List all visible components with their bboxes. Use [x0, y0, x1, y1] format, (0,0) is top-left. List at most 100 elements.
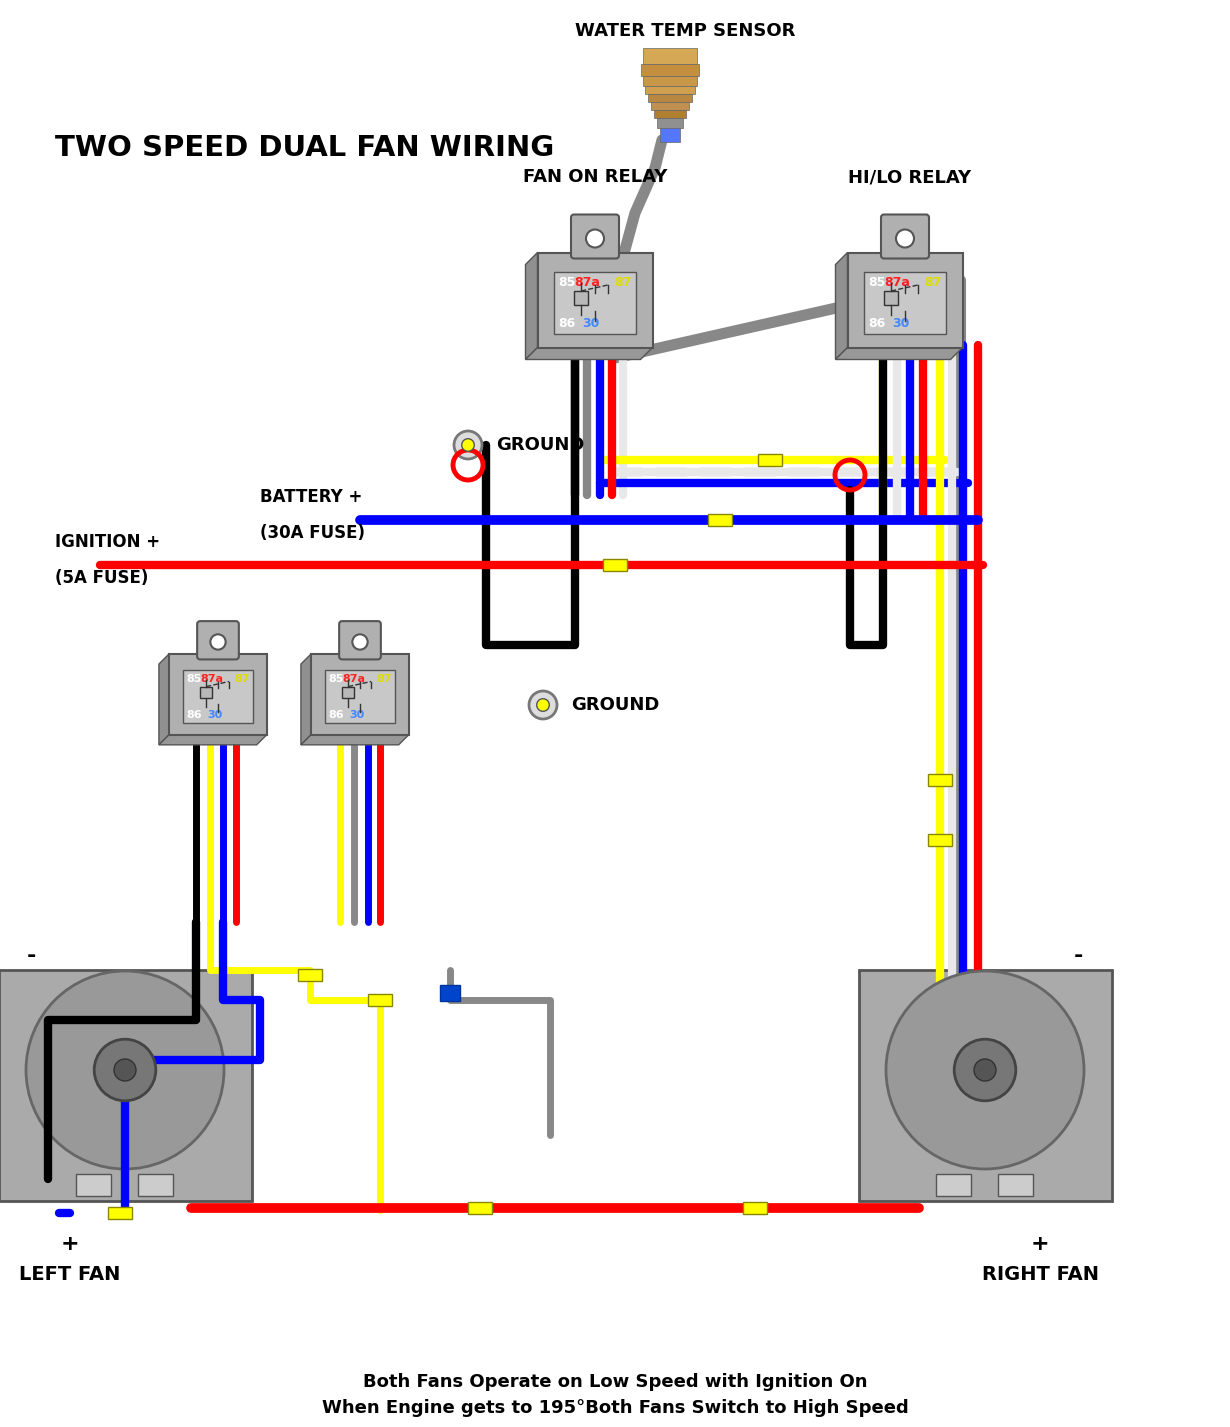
Bar	[884, 291, 898, 305]
FancyBboxPatch shape	[197, 621, 239, 659]
Text: 30: 30	[207, 709, 223, 719]
Text: 86: 86	[328, 709, 344, 719]
Text: 87: 87	[376, 674, 391, 684]
Bar	[999, 1173, 1033, 1196]
Text: Both Fans Operate on Low Speed with Ignition On: Both Fans Operate on Low Speed with Igni…	[363, 1373, 867, 1391]
Bar	[643, 76, 697, 86]
Bar	[0, 970, 251, 1202]
FancyBboxPatch shape	[881, 214, 929, 258]
Polygon shape	[835, 253, 847, 360]
Bar	[863, 273, 946, 334]
Bar	[847, 253, 963, 348]
Bar	[467, 1202, 492, 1214]
Bar	[325, 671, 395, 723]
Text: HI/LO RELAY: HI/LO RELAY	[849, 168, 972, 186]
Bar	[368, 995, 392, 1006]
Text: GROUND: GROUND	[571, 696, 659, 714]
Bar	[708, 514, 732, 527]
Text: +: +	[60, 1234, 79, 1254]
Text: 86: 86	[558, 317, 576, 330]
Bar	[927, 833, 952, 846]
Text: 85: 85	[328, 674, 344, 684]
Text: WATER TEMP SENSOR: WATER TEMP SENSOR	[574, 21, 795, 40]
Bar	[311, 654, 408, 735]
Bar	[200, 686, 212, 698]
Bar	[661, 128, 680, 143]
Bar	[138, 1173, 173, 1196]
Bar	[859, 970, 1112, 1202]
Polygon shape	[159, 654, 170, 745]
Text: 87a: 87a	[200, 674, 223, 684]
Circle shape	[461, 438, 475, 451]
Text: 87: 87	[234, 674, 250, 684]
Text: 30: 30	[349, 709, 364, 719]
Bar	[75, 1173, 111, 1196]
Circle shape	[95, 1039, 156, 1100]
Bar	[298, 969, 322, 980]
Text: FAN ON RELAY: FAN ON RELAY	[523, 168, 667, 186]
Bar	[574, 291, 588, 305]
Bar	[183, 671, 253, 723]
Bar	[936, 1173, 970, 1196]
Bar	[648, 94, 692, 101]
Bar	[758, 454, 782, 467]
Text: LEFT FAN: LEFT FAN	[20, 1264, 121, 1284]
Circle shape	[886, 970, 1084, 1169]
Polygon shape	[525, 253, 538, 360]
Bar	[657, 118, 683, 128]
Text: (30A FUSE): (30A FUSE)	[260, 524, 365, 542]
Text: 30: 30	[892, 317, 909, 330]
Circle shape	[895, 230, 914, 247]
Polygon shape	[835, 348, 963, 360]
Text: 86: 86	[187, 709, 202, 719]
FancyBboxPatch shape	[571, 214, 619, 258]
Bar	[603, 559, 627, 571]
Text: 87: 87	[615, 275, 632, 290]
Text: RIGHT FAN: RIGHT FAN	[982, 1264, 1098, 1284]
Bar	[554, 273, 636, 334]
Circle shape	[26, 970, 224, 1169]
Text: 85: 85	[187, 674, 202, 684]
Bar	[342, 686, 354, 698]
Text: 86: 86	[868, 317, 886, 330]
Bar	[440, 985, 460, 1000]
Text: IGNITION +: IGNITION +	[55, 534, 160, 551]
Text: TWO SPEED DUAL FAN WIRING: TWO SPEED DUAL FAN WIRING	[55, 134, 555, 163]
Text: GROUND: GROUND	[496, 437, 584, 454]
Text: 87: 87	[925, 275, 942, 290]
Polygon shape	[301, 735, 408, 745]
Circle shape	[585, 230, 604, 247]
FancyBboxPatch shape	[339, 621, 381, 659]
Text: 85: 85	[558, 275, 576, 290]
Circle shape	[114, 1059, 137, 1082]
Text: When Engine gets to 195°Both Fans Switch to High Speed: When Engine gets to 195°Both Fans Switch…	[321, 1398, 909, 1417]
Bar	[927, 773, 952, 786]
Text: (5A FUSE): (5A FUSE)	[55, 569, 149, 586]
Text: -: -	[27, 946, 36, 966]
Text: 85: 85	[868, 275, 886, 290]
Polygon shape	[525, 348, 652, 360]
Bar	[538, 253, 652, 348]
Text: 87a: 87a	[342, 674, 365, 684]
Circle shape	[454, 431, 482, 459]
Bar	[108, 1207, 132, 1219]
Bar	[170, 654, 267, 735]
Circle shape	[536, 699, 550, 711]
Bar	[645, 86, 695, 94]
Text: 30: 30	[582, 317, 599, 330]
Circle shape	[974, 1059, 996, 1082]
Bar	[643, 49, 697, 64]
Circle shape	[529, 691, 557, 719]
Text: +: +	[1031, 1234, 1049, 1254]
Bar	[641, 64, 699, 76]
Polygon shape	[301, 654, 311, 745]
Bar	[651, 101, 689, 110]
Text: BATTERY +: BATTERY +	[260, 488, 363, 507]
Circle shape	[210, 635, 225, 649]
Text: -: -	[1074, 946, 1084, 966]
Polygon shape	[159, 735, 267, 745]
Bar	[743, 1202, 768, 1214]
Circle shape	[954, 1039, 1016, 1100]
Text: 87a: 87a	[574, 275, 600, 290]
Bar	[654, 110, 686, 118]
